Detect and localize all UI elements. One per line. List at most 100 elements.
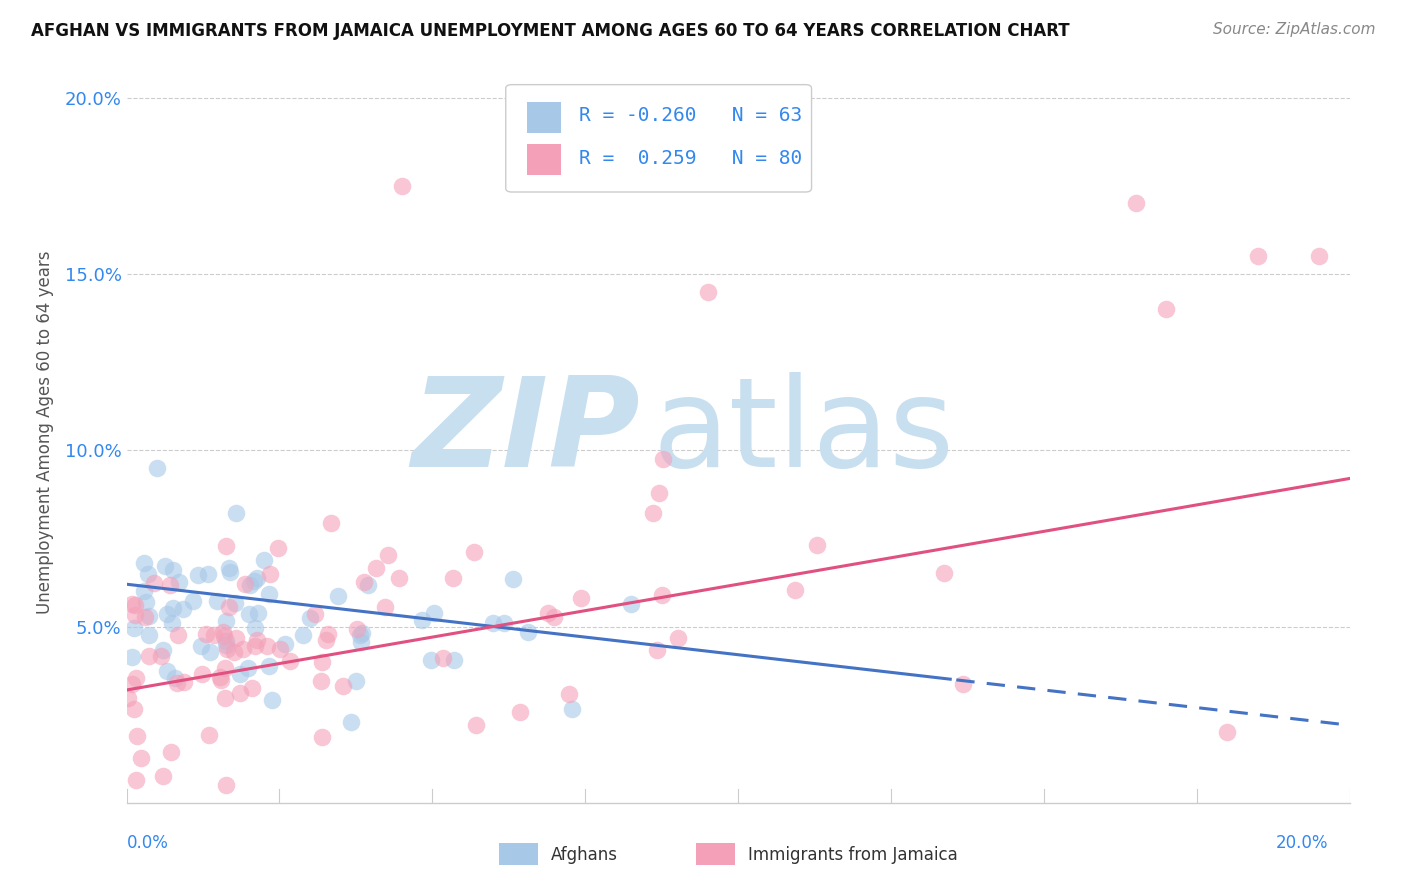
Point <box>260 693 283 707</box>
Point <box>125 672 148 686</box>
Point <box>353 574 375 589</box>
Point <box>215 778 238 792</box>
Point <box>239 577 262 591</box>
Point <box>134 609 156 624</box>
Point <box>224 596 246 610</box>
Point <box>159 578 181 592</box>
Point <box>366 560 388 574</box>
Point <box>443 653 465 667</box>
Point <box>344 673 367 688</box>
Point <box>155 558 177 573</box>
Text: Source: ZipAtlas.com: Source: ZipAtlas.com <box>1212 22 1375 37</box>
Point <box>200 645 222 659</box>
Point <box>152 642 174 657</box>
Point <box>132 583 155 598</box>
Point <box>648 486 671 500</box>
Point <box>136 567 159 582</box>
Point <box>419 653 441 667</box>
Text: 0.0%: 0.0% <box>127 834 169 852</box>
FancyBboxPatch shape <box>506 85 811 192</box>
Point <box>1308 249 1330 263</box>
Point <box>464 718 486 732</box>
Point <box>190 639 212 653</box>
Point <box>124 598 146 612</box>
Point <box>214 691 236 706</box>
Point <box>509 705 531 719</box>
Point <box>225 631 247 645</box>
Point <box>166 676 188 690</box>
Point <box>652 452 675 467</box>
Bar <box>526 144 561 175</box>
Point <box>806 538 828 552</box>
Point <box>172 601 194 615</box>
Point <box>215 638 238 652</box>
Point <box>138 628 160 642</box>
Point <box>298 611 321 625</box>
Point <box>432 651 454 665</box>
Point <box>569 591 592 606</box>
Point <box>135 595 157 609</box>
Point <box>620 597 643 611</box>
Point <box>304 607 326 621</box>
Point <box>311 655 333 669</box>
Point <box>228 667 250 681</box>
Point <box>215 614 238 628</box>
Text: R = -0.260   N = 63: R = -0.260 N = 63 <box>579 106 803 125</box>
Point <box>132 556 155 570</box>
Point <box>242 574 264 588</box>
Point <box>696 285 718 299</box>
Text: ZIP: ZIP <box>412 372 640 493</box>
Point <box>212 624 235 639</box>
Point <box>166 628 188 642</box>
Point <box>666 632 689 646</box>
Point <box>205 594 228 608</box>
Point <box>218 599 240 614</box>
Point <box>411 613 433 627</box>
Point <box>163 671 186 685</box>
Point <box>155 607 177 622</box>
Point <box>326 589 349 603</box>
Point <box>238 607 260 621</box>
Point <box>209 673 232 687</box>
Point <box>187 568 209 582</box>
Point <box>129 750 152 764</box>
Point <box>229 686 252 700</box>
Point <box>256 639 278 653</box>
Point <box>315 633 337 648</box>
Point <box>195 627 218 641</box>
Point <box>202 628 225 642</box>
Point <box>121 597 143 611</box>
Point <box>645 643 668 657</box>
Point <box>783 582 806 597</box>
Point <box>243 640 266 654</box>
Point <box>391 178 413 193</box>
Point <box>1247 249 1270 263</box>
Point <box>952 676 974 690</box>
Point <box>253 552 276 566</box>
Point <box>125 729 148 743</box>
Point <box>233 577 256 591</box>
Text: Afghans: Afghans <box>551 846 619 863</box>
Point <box>160 745 183 759</box>
Text: atlas: atlas <box>652 372 955 493</box>
Point <box>332 679 354 693</box>
Point <box>215 641 238 656</box>
Point <box>246 572 269 586</box>
Point <box>122 702 145 716</box>
Point <box>257 659 280 673</box>
Point <box>246 632 269 647</box>
Point <box>208 670 231 684</box>
Y-axis label: Unemployment Among Ages 60 to 64 years: Unemployment Among Ages 60 to 64 years <box>35 251 53 615</box>
Point <box>162 615 184 630</box>
Point <box>651 588 673 602</box>
Point <box>558 687 581 701</box>
Point <box>259 566 281 581</box>
Point <box>167 574 190 589</box>
Point <box>463 545 485 559</box>
Point <box>1156 302 1178 317</box>
Point <box>274 637 297 651</box>
Point <box>197 567 219 582</box>
Point <box>441 571 464 585</box>
Text: 20.0%: 20.0% <box>1277 834 1329 852</box>
Point <box>643 506 665 520</box>
